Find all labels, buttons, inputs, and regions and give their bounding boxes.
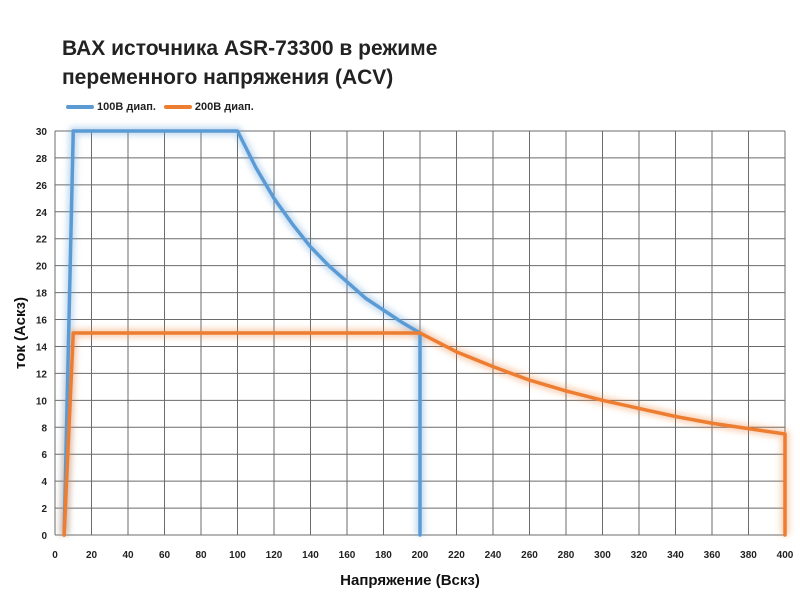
x-tick-label: 320 bbox=[631, 550, 648, 561]
x-tick-label: 40 bbox=[122, 550, 134, 561]
legend: 100В диап. 200В диап. bbox=[66, 101, 262, 113]
legend-swatch-100v bbox=[66, 105, 94, 109]
y-tick-label: 8 bbox=[41, 423, 47, 434]
y-tick-label: 20 bbox=[36, 262, 48, 273]
series bbox=[59, 126, 790, 537]
legend-item-100v: 100В диап. bbox=[66, 101, 156, 113]
x-tick-label: 160 bbox=[339, 550, 356, 561]
x-tick-label: 200 bbox=[412, 550, 429, 561]
series-line-100v bbox=[62, 129, 422, 537]
y-tick-label: 10 bbox=[36, 396, 48, 407]
series-glow-1 bbox=[59, 328, 790, 536]
tick-labels: 0 20 40 60 80 100 120 140 160 180 200 220 240 260 280 3… bbox=[36, 127, 794, 561]
legend-label-200v: 200В диап. bbox=[194, 101, 254, 113]
x-tick-label: 300 bbox=[594, 550, 611, 561]
y-tick-label: 14 bbox=[36, 342, 48, 353]
x-tick-label: 280 bbox=[558, 550, 575, 561]
x-tick-label: 240 bbox=[485, 550, 502, 561]
chart-title: ВАХ источника ASR-73300 в режиме перемен… bbox=[62, 34, 622, 92]
y-tick-label: 6 bbox=[41, 450, 47, 461]
y-tick-label: 26 bbox=[36, 181, 48, 192]
x-tick-label: 360 bbox=[704, 550, 721, 561]
y-tick-label: 22 bbox=[36, 235, 48, 246]
x-tick-label: 260 bbox=[521, 550, 538, 561]
y-tick-label: 2 bbox=[41, 504, 47, 515]
x-tick-label: 120 bbox=[266, 550, 283, 561]
x-tick-label: 400 bbox=[777, 550, 794, 561]
y-tick-label: 18 bbox=[36, 289, 48, 300]
x-tick-label: 20 bbox=[86, 550, 98, 561]
y-tick-label: 0 bbox=[41, 531, 47, 542]
y-tick-label: 24 bbox=[36, 208, 48, 219]
legend-swatch-200v bbox=[163, 105, 192, 109]
x-axis-label: Напряжение (Вскз) bbox=[340, 572, 480, 589]
legend-item-200v: 200В диап. bbox=[163, 101, 254, 113]
x-tick-label: 100 bbox=[229, 550, 246, 561]
series-line-200v bbox=[62, 331, 787, 537]
y-tick-label: 12 bbox=[36, 369, 48, 380]
x-tick-label: 180 bbox=[375, 550, 392, 561]
x-tick-label: 80 bbox=[195, 550, 207, 561]
y-axis-label: ток (Аскз) bbox=[12, 297, 29, 369]
y-tick-label: 30 bbox=[36, 127, 48, 138]
x-tick-label: 0 bbox=[52, 550, 58, 561]
legend-label-100v: 100В диап. bbox=[97, 101, 156, 113]
y-tick-label: 28 bbox=[36, 154, 48, 165]
x-tick-label: 380 bbox=[740, 550, 757, 561]
x-tick-label: 220 bbox=[448, 550, 465, 561]
x-tick-label: 140 bbox=[302, 550, 319, 561]
x-tick-label: 340 bbox=[667, 550, 684, 561]
x-tick-label: 60 bbox=[159, 550, 171, 561]
chart-title-line-1: ВАХ источника ASR-73300 в режиме bbox=[62, 37, 438, 60]
y-tick-label: 16 bbox=[36, 316, 48, 327]
y-tick-label: 4 bbox=[41, 477, 47, 488]
chart-title-line-2: переменного напряжения (ACV) bbox=[62, 66, 394, 89]
